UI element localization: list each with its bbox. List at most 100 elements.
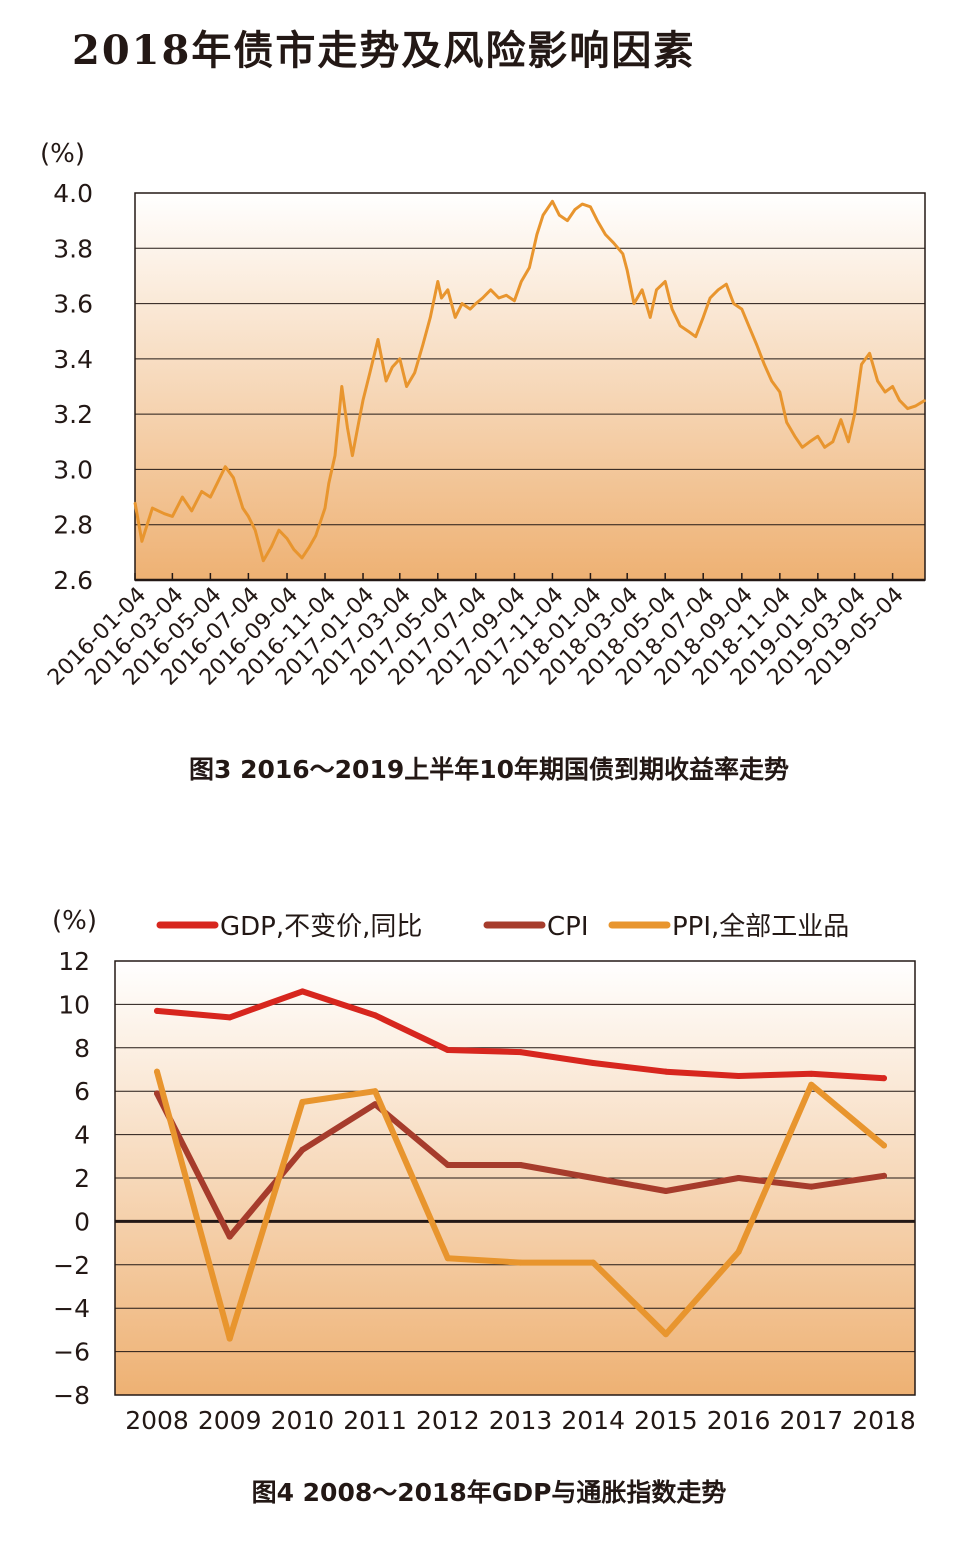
data-point xyxy=(558,214,561,216)
y-tick-label: 3.2 xyxy=(53,400,93,429)
data-point xyxy=(906,407,909,410)
y-tick-label: 3.6 xyxy=(53,290,93,319)
data-point xyxy=(641,288,643,291)
data-point xyxy=(226,1233,233,1240)
data-point xyxy=(694,335,697,338)
data-point xyxy=(357,421,360,424)
data-point xyxy=(671,308,673,310)
data-point xyxy=(377,338,379,341)
data-point xyxy=(324,507,326,509)
y-tick-label: −2 xyxy=(53,1251,90,1280)
data-point xyxy=(200,490,203,493)
x-tick-label: 2012 xyxy=(416,1406,480,1435)
data-point xyxy=(649,316,652,319)
data-point xyxy=(422,344,424,346)
y-tick-label: 4 xyxy=(74,1121,90,1150)
x-tick-label: 2017 xyxy=(779,1406,843,1435)
data-point xyxy=(779,391,781,393)
data-point xyxy=(372,1101,379,1108)
data-point xyxy=(444,1161,451,1168)
x-tick-label: 2010 xyxy=(271,1406,335,1435)
data-point xyxy=(763,363,766,366)
data-point xyxy=(574,208,576,211)
data-point xyxy=(454,316,457,319)
data-point xyxy=(840,418,842,421)
data-point xyxy=(590,1259,597,1266)
plot-area xyxy=(134,192,926,581)
y-tick-label: 2.8 xyxy=(53,511,93,540)
data-point xyxy=(314,534,317,537)
data-point xyxy=(808,1081,815,1088)
x-tick-label: 2014 xyxy=(561,1406,625,1435)
y-tick-label: 0 xyxy=(74,1207,90,1236)
data-point xyxy=(596,219,599,222)
legend-label: GDP,不变价,同比 xyxy=(220,912,422,942)
legend-label: CPI xyxy=(547,912,589,942)
x-tick-label: 2011 xyxy=(343,1406,407,1435)
data-point xyxy=(362,399,364,402)
y-tick-label: 3.4 xyxy=(53,345,93,374)
data-point xyxy=(134,501,136,504)
data-point xyxy=(589,206,592,208)
data-point xyxy=(891,385,894,388)
data-point xyxy=(662,1331,669,1338)
data-point xyxy=(262,559,265,562)
data-point xyxy=(808,440,811,443)
data-point xyxy=(286,537,288,540)
data-point xyxy=(914,405,917,407)
data-point xyxy=(801,446,804,449)
data-point xyxy=(216,482,219,485)
data-point xyxy=(278,529,280,532)
data-point xyxy=(770,380,773,382)
data-point xyxy=(732,302,735,305)
bond-yield-chart: (%) 4.03.83.63.43.23.02.82.62016-01-0420… xyxy=(40,139,926,691)
data-point xyxy=(581,203,584,205)
data-point xyxy=(664,280,666,283)
x-tick-label: 2015 xyxy=(634,1406,698,1435)
data-point xyxy=(847,440,850,443)
data-point xyxy=(687,330,690,333)
data-point xyxy=(590,1175,597,1181)
data-point xyxy=(626,269,628,272)
data-point xyxy=(334,454,336,457)
y-unit-label: (%) xyxy=(40,139,85,169)
data-point xyxy=(702,316,705,319)
data-point xyxy=(489,288,492,291)
yield-series-line xyxy=(133,199,926,563)
data-point xyxy=(735,1175,742,1181)
data-point xyxy=(444,1255,451,1262)
y-tick-label: 4.0 xyxy=(53,179,93,208)
data-point xyxy=(735,1248,742,1255)
data-point xyxy=(755,344,758,346)
y-tick-label: −8 xyxy=(53,1381,90,1410)
data-point xyxy=(398,358,401,360)
data-point xyxy=(440,297,443,299)
data-point xyxy=(831,440,834,443)
data-point xyxy=(163,512,166,515)
data-point xyxy=(293,548,295,551)
data-point xyxy=(224,465,227,468)
data-point xyxy=(241,507,244,509)
data-point xyxy=(301,557,303,559)
data-point xyxy=(226,1014,233,1021)
figure-3-caption: 图3 2016～2019上半年10年期国债到期收益率走势 xyxy=(188,755,790,784)
data-point xyxy=(741,308,743,310)
data-point xyxy=(747,324,750,327)
data-point xyxy=(369,371,371,374)
data-point xyxy=(498,297,500,299)
figure-4-caption: 图4 2008～2018年GDP与通胀指数走势 xyxy=(251,1478,727,1507)
data-point xyxy=(735,1073,742,1080)
x-tick-label: 2013 xyxy=(489,1406,553,1435)
data-point xyxy=(898,399,901,402)
data-point xyxy=(622,253,624,255)
data-point xyxy=(385,380,387,382)
y-tick-label: 8 xyxy=(74,1034,90,1063)
data-point xyxy=(517,1049,524,1056)
data-point xyxy=(436,280,439,283)
data-point xyxy=(528,266,531,269)
y-tick-label: −6 xyxy=(53,1338,90,1367)
data-point xyxy=(232,476,235,479)
data-point xyxy=(405,385,408,388)
data-point xyxy=(270,546,273,548)
data-point xyxy=(469,308,471,310)
